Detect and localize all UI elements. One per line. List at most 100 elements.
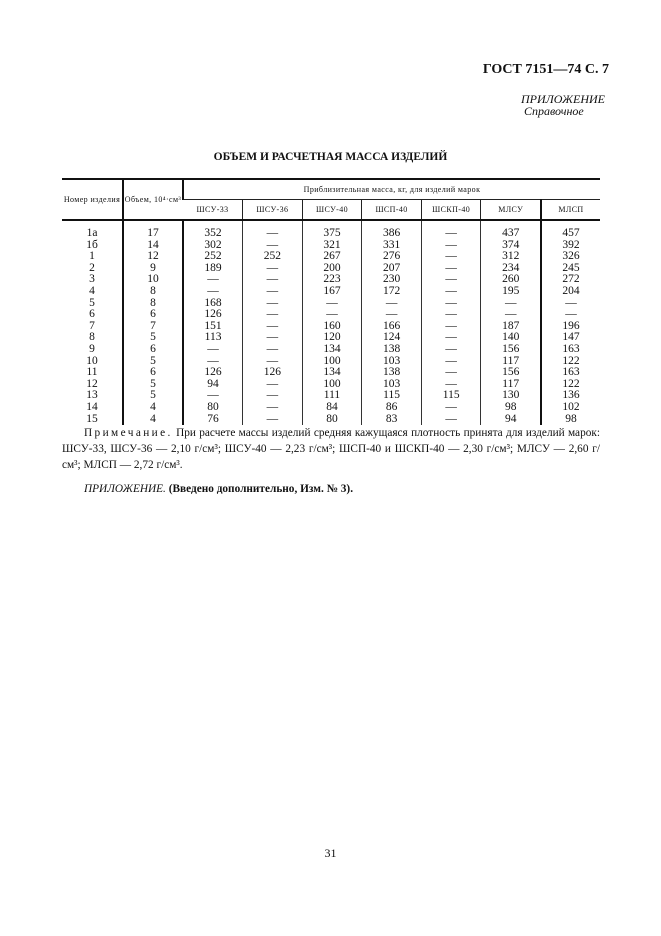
table-cell: — (242, 332, 303, 344)
table-title: ОБЪЕМ И РАСЧЕТНАЯ МАССА ИЗДЕЛИЙ (213, 151, 448, 163)
table-cell: — (480, 309, 541, 321)
table-cell: — (242, 390, 303, 402)
table-row: 13 5— —111 115 115 130 136 (62, 389, 601, 402)
table-cell: 8 (89, 331, 95, 344)
table-cell: 1 (89, 250, 95, 263)
table-cell: 9 (122, 262, 183, 275)
table-cell: — (539, 297, 601, 310)
table-cell: — (420, 332, 481, 344)
table-cell: — (242, 262, 303, 275)
table-row: 8 5 113—120 124—140 147 (62, 331, 601, 344)
table-cell: 7 (122, 320, 183, 333)
table-cell: — (182, 355, 243, 368)
header-grade: ШСКП-40 (420, 199, 481, 221)
table-cell: 10 (86, 354, 98, 367)
table-row: 15 4 76—80 83—94 98 (62, 412, 601, 426)
table-cell: 100 (301, 355, 362, 368)
table-cell: 10 (122, 274, 183, 286)
table-cell: 83 (361, 413, 422, 426)
table-cell: 1б (86, 238, 98, 251)
table-cell: 4 (122, 401, 183, 414)
table-cell: 111 (301, 390, 362, 402)
table-cell: 100 (301, 378, 362, 391)
table-cell: 172 (361, 285, 422, 298)
table-cell: 13 (86, 389, 98, 402)
table-cell: 352 (182, 220, 243, 240)
table-cell: 386 (361, 220, 422, 240)
table-cell: 5 (89, 296, 95, 309)
table-cell: 134 (301, 367, 362, 379)
table-row: 9 6— —134 138—156 163 (62, 343, 601, 356)
table-cell: — (361, 309, 422, 321)
table-cell: — (420, 239, 481, 252)
table-cell: 312 (480, 251, 541, 263)
table-cell: 6 (122, 367, 183, 379)
table-cell: — (242, 285, 303, 298)
table-cell: — (539, 309, 601, 321)
table-cell: 138 (361, 367, 422, 379)
table-cell: 168 (182, 297, 243, 310)
table-cell: 138 (361, 343, 422, 356)
table-cell: 11 (86, 366, 98, 379)
table-cell: 245 (539, 262, 601, 275)
table-cell: — (420, 401, 481, 414)
appendix-title: ПРИЛОЖЕНИЕ (521, 92, 605, 106)
table-cell: — (242, 320, 303, 333)
table-cell: 117 (480, 355, 541, 368)
table-cell: 103 (361, 355, 422, 368)
header-grade: ШСУ-33 (183, 199, 243, 221)
note-text: При расчете массы изделий средняя кажуща… (62, 427, 600, 471)
note-label: Примечание. (84, 427, 173, 439)
table-cell: 392 (539, 239, 601, 252)
table-cell: — (361, 297, 422, 310)
table-cell: 102 (539, 401, 601, 414)
table-cell: — (420, 367, 481, 379)
table-row: 4 8— —167 172—195 204 (62, 285, 601, 298)
table-row: 1 12 252 252 267 276—312 326 (62, 250, 601, 263)
table-cell: 136 (539, 390, 601, 402)
table-cell: 374 (480, 239, 541, 252)
table-cell: 163 (539, 367, 601, 379)
table-cell: 375 (301, 220, 362, 240)
table-cell: 122 (539, 355, 601, 368)
table-cell: 302 (182, 239, 243, 252)
table-cell: 140 (480, 332, 541, 344)
appendix-type: Справочное (524, 104, 584, 118)
table-row: 6 6 126— — — — — — (62, 309, 601, 321)
table-cell: 113 (182, 332, 243, 344)
table-cell: 94 (182, 378, 243, 391)
table-cell: 156 (480, 367, 541, 379)
header-grade: МЛСУ (480, 199, 541, 221)
table-cell: — (242, 355, 303, 368)
table-cell: 252 (242, 251, 303, 263)
table-cell: 12 (122, 251, 183, 263)
table-cell: 223 (301, 274, 362, 286)
table-cell: — (242, 297, 303, 310)
table-cell: 5 (122, 378, 183, 391)
table-cell: — (182, 285, 243, 298)
table-cell: 103 (361, 378, 422, 391)
table-cell: 8 (122, 285, 183, 298)
table-cell: 120 (301, 332, 362, 344)
table-cell: — (242, 378, 303, 391)
table-cell: 8 (122, 297, 183, 310)
header-volume: Объем, 10⁴·см³ (122, 178, 183, 221)
table-cell: — (242, 413, 303, 426)
table-cell: 5 (122, 390, 183, 402)
table-cell: 115 (420, 390, 481, 402)
table-cell: 189 (182, 262, 243, 275)
table-cell: 326 (539, 251, 601, 263)
table-cell: 122 (539, 378, 601, 391)
table-cell: 147 (539, 332, 601, 344)
amendment-label: ПРИЛОЖЕНИЕ. (84, 483, 166, 495)
table-cell: 12 (86, 377, 98, 390)
table-cell: 80 (182, 401, 243, 414)
table-cell: 163 (539, 343, 601, 356)
table-cell: 15 (86, 412, 98, 425)
table-cell: 3 (89, 273, 95, 286)
table-cell: — (420, 309, 481, 321)
table-cell: 14 (86, 400, 98, 413)
table-cell: — (242, 220, 303, 240)
table-cell: 321 (301, 239, 362, 252)
table-cell: 17 (122, 220, 183, 240)
